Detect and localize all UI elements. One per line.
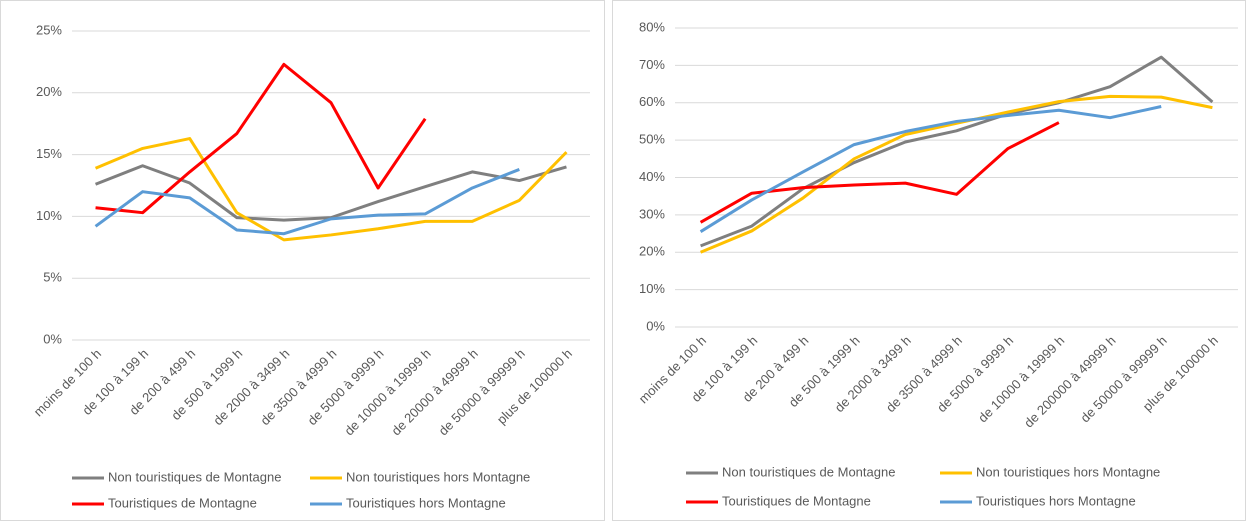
legend-label: Non touristiques de Montagne bbox=[722, 464, 895, 479]
y-tick-label: 50% bbox=[639, 132, 665, 147]
y-tick-label: 10% bbox=[639, 281, 665, 296]
series-line bbox=[699, 105, 1162, 233]
legend-label: Touristiques hors Montagne bbox=[976, 493, 1136, 508]
series-line bbox=[94, 168, 520, 236]
legend-label: Touristiques hors Montagne bbox=[346, 495, 506, 510]
y-tick-label: 0% bbox=[646, 318, 665, 333]
legend-label: Touristiques de Montagne bbox=[108, 495, 257, 510]
series-line bbox=[95, 62, 427, 215]
series-line bbox=[699, 121, 1060, 224]
y-tick-label: 30% bbox=[639, 206, 665, 221]
panel-right bbox=[612, 0, 1246, 521]
y-tick-label: 60% bbox=[639, 94, 665, 109]
y-tick-label: 70% bbox=[639, 57, 665, 72]
series-line bbox=[700, 94, 1213, 254]
y-tick-label: 15% bbox=[36, 146, 62, 161]
series-line bbox=[700, 55, 1214, 248]
y-tick-label: 5% bbox=[43, 270, 62, 285]
panel-left bbox=[0, 0, 605, 521]
legend-label: Non touristiques hors Montagne bbox=[976, 464, 1160, 479]
y-tick-label: 0% bbox=[43, 331, 62, 346]
y-tick-label: 20% bbox=[36, 84, 62, 99]
legend-label: Non touristiques hors Montagne bbox=[346, 469, 530, 484]
y-tick-label: 40% bbox=[639, 169, 665, 184]
y-tick-label: 10% bbox=[36, 208, 62, 223]
series-line bbox=[94, 137, 568, 242]
legend-label: Touristiques de Montagne bbox=[722, 493, 871, 508]
y-tick-label: 25% bbox=[36, 22, 62, 37]
y-tick-label: 20% bbox=[639, 244, 665, 259]
legend-label: Non touristiques de Montagne bbox=[108, 469, 281, 484]
y-tick-label: 80% bbox=[639, 19, 665, 34]
